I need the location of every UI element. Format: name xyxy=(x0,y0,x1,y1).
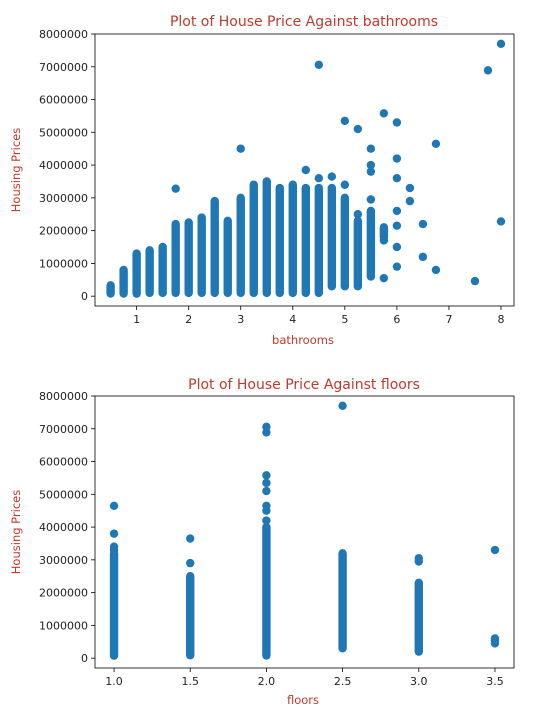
x-tick-label: 3 xyxy=(237,313,244,326)
scatter-point xyxy=(262,428,271,437)
chart-title: Plot of House Price Against floors xyxy=(188,377,420,393)
scatter-point xyxy=(496,217,506,226)
x-axis-ticks: 1.0 1.5 2.0 2.5 3.0 3.5 xyxy=(105,668,504,688)
y-tick-label: 7000000 xyxy=(39,423,88,436)
y-tick-label: 7000000 xyxy=(39,61,88,74)
x-tick-label: 5 xyxy=(341,313,348,326)
scatter-point xyxy=(262,478,271,488)
scatter-point xyxy=(338,401,347,411)
y-tick-label: 0 xyxy=(81,652,88,665)
scatter-marks xyxy=(109,401,500,660)
x-axis-label: floors xyxy=(287,693,319,707)
x-tick-label: 2 xyxy=(185,313,192,326)
x-tick-label: 2.5 xyxy=(334,675,352,688)
plot-frame xyxy=(94,395,515,669)
x-tick-label: 8 xyxy=(497,313,504,326)
scatter-point xyxy=(405,183,415,193)
scatter-point xyxy=(340,180,350,189)
scatter-point xyxy=(483,66,493,75)
y-tick-label: 8000000 xyxy=(39,390,88,403)
scatter-point xyxy=(109,501,119,510)
scatter-point xyxy=(366,195,376,204)
scatter-point xyxy=(186,558,195,568)
scatter-point xyxy=(392,154,402,163)
scatter-point xyxy=(379,273,389,283)
scatter-point xyxy=(414,557,423,566)
scatter-point xyxy=(379,109,389,118)
scatter-point xyxy=(109,545,119,555)
y-tick-label: 1000000 xyxy=(39,257,88,270)
x-tick-label: 4 xyxy=(289,313,296,326)
x-tick-label: 1.5 xyxy=(181,675,199,688)
scatter-point xyxy=(262,506,271,515)
y-tick-label: 2000000 xyxy=(39,225,88,238)
y-axis-ticks: 0 1000000 2000000 3000000 4000000 5000000 6000… xyxy=(39,28,95,303)
y-tick-label: 4000000 xyxy=(39,159,88,172)
scatter-point xyxy=(366,144,376,153)
scatter-point xyxy=(490,545,500,555)
y-axis-label: Housing Prices xyxy=(9,490,23,574)
y-axis-label: Housing Prices xyxy=(9,128,23,212)
scatter-point xyxy=(301,165,311,175)
y-tick-label: 4000000 xyxy=(39,521,88,534)
y-tick-label: 0 xyxy=(81,290,88,303)
scatter-point xyxy=(366,167,376,176)
scatter-point xyxy=(314,173,324,183)
plot-frame xyxy=(94,33,515,307)
scatter-point xyxy=(262,516,271,525)
scatter-point xyxy=(392,118,402,127)
scatter-point xyxy=(431,139,441,148)
scatter-point xyxy=(418,219,428,229)
scatter-point xyxy=(405,196,415,206)
y-tick-label: 3000000 xyxy=(39,192,88,205)
scatter-point xyxy=(262,486,271,496)
scatter-point xyxy=(496,39,506,49)
y-tick-label: 8000000 xyxy=(39,28,88,41)
y-tick-label: 5000000 xyxy=(39,126,88,139)
x-axis-label: bathrooms xyxy=(272,333,334,347)
scatter-point xyxy=(353,210,363,219)
scatter-point xyxy=(392,221,402,230)
bathrooms-chart: Plot of House Price Against bathrooms 0 1… xyxy=(9,14,515,347)
scatter-point xyxy=(470,276,480,286)
x-tick-label: 7 xyxy=(445,313,452,326)
y-tick-label: 3000000 xyxy=(39,554,88,567)
scatter-point xyxy=(353,124,363,134)
x-axis-ticks: 1 2 3 4 5 6 7 8 xyxy=(133,306,504,326)
scatter-point xyxy=(418,252,428,262)
scatter-point xyxy=(392,242,402,252)
scatter-point xyxy=(186,534,195,543)
scatter-point xyxy=(366,160,376,170)
x-tick-label: 1.0 xyxy=(105,675,123,688)
floors-chart: Plot of House Price Against floors 0 1000… xyxy=(9,377,515,707)
chart-title: Plot of House Price Against bathrooms xyxy=(170,14,438,30)
x-tick-label: 2.0 xyxy=(258,675,276,688)
scatter-point xyxy=(327,172,337,181)
scatter-point xyxy=(236,144,245,153)
scatter-point xyxy=(314,60,324,70)
scatter-point xyxy=(490,639,500,648)
scatter-point xyxy=(392,206,402,216)
x-tick-label: 6 xyxy=(393,313,400,326)
x-tick-label: 3.0 xyxy=(410,675,428,688)
scatter-point xyxy=(109,529,119,538)
y-tick-label: 6000000 xyxy=(39,456,88,469)
x-tick-label: 3.5 xyxy=(486,675,504,688)
scatter-marks xyxy=(106,39,506,298)
scatter-point xyxy=(379,236,389,245)
x-tick-label: 1 xyxy=(133,313,140,326)
scatter-point xyxy=(340,116,350,126)
scatter-point xyxy=(392,262,402,271)
y-axis-ticks: 0 1000000 2000000 3000000 4000000 5000000 6000… xyxy=(39,390,95,665)
scatter-point xyxy=(262,471,271,480)
scatter-point xyxy=(392,173,402,183)
y-tick-label: 6000000 xyxy=(39,94,88,107)
y-tick-label: 5000000 xyxy=(39,488,88,501)
scatter-point xyxy=(431,265,441,275)
y-tick-label: 2000000 xyxy=(39,587,88,600)
scatter-point xyxy=(171,184,180,193)
y-tick-label: 1000000 xyxy=(39,619,88,632)
